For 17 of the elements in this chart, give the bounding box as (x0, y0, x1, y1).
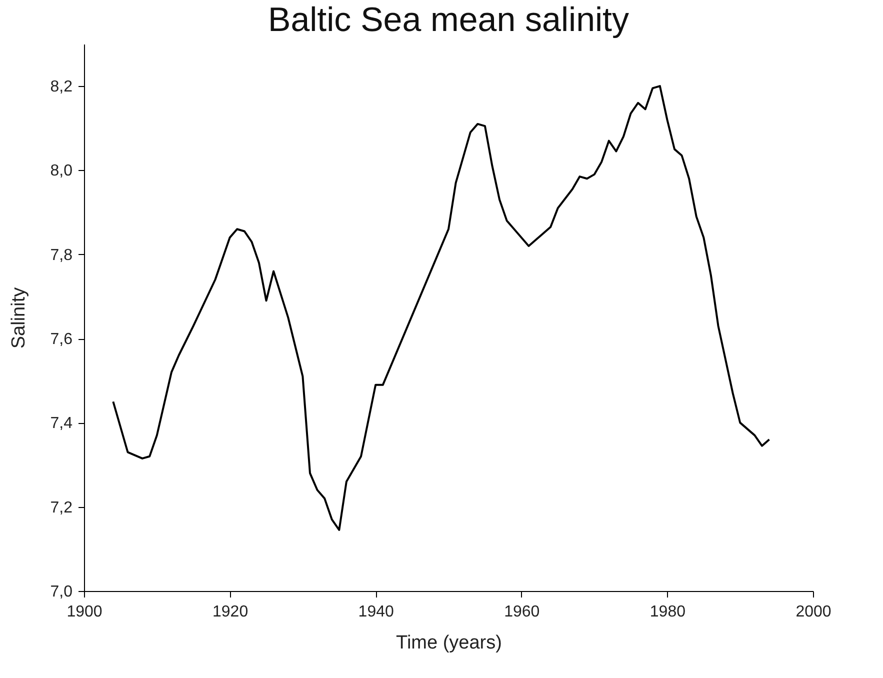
x-tick-label: 1900 (66, 604, 102, 620)
y-tick-label: 7,4 (50, 415, 73, 432)
y-axis-title: Salinity (8, 286, 30, 349)
x-tick-label: 1980 (650, 604, 686, 620)
y-tick-label: 7,0 (50, 584, 73, 600)
chart-title: Baltic Sea mean salinity (268, 1, 629, 39)
y-tick-label: 7,6 (50, 331, 73, 348)
x-tick-label: 1960 (504, 604, 540, 620)
y-tick-label: 8,2 (50, 78, 73, 96)
line-series (112, 85, 770, 531)
y-tick-label: 8,0 (50, 162, 73, 180)
x-tick-label: 1940 (358, 604, 394, 620)
x-axis-title: Time (years) (396, 632, 502, 654)
y-tick-label: 7,8 (50, 246, 73, 264)
y-tick-label: 7,2 (50, 499, 73, 516)
x-tick-label: 2000 (796, 604, 832, 620)
x-tick-label: 1920 (212, 604, 248, 620)
